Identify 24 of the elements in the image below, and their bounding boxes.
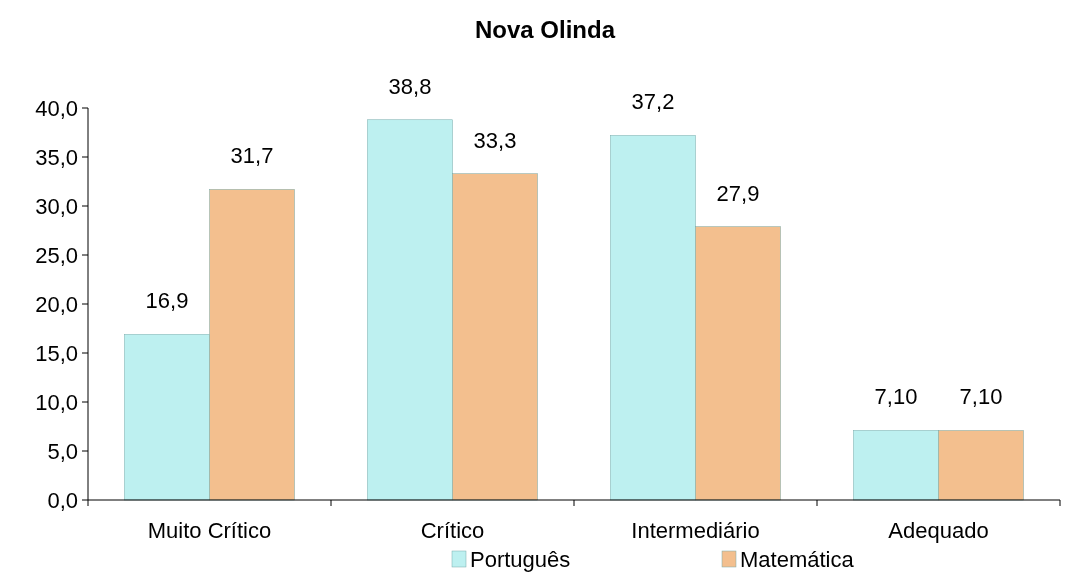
y-tick-label: 25,0 xyxy=(35,242,78,268)
y-tick-label: 10,0 xyxy=(35,389,78,415)
x-tick-label: Adequado xyxy=(888,518,989,543)
x-tick-label: Crítico xyxy=(420,518,485,543)
x-tick-label: Intermediário xyxy=(631,518,760,543)
data-label: 31,7 xyxy=(230,143,274,169)
data-label: 37,2 xyxy=(631,89,675,115)
legend-label: Matemática xyxy=(740,547,855,572)
data-label: 33,3 xyxy=(473,127,517,153)
data-label: 16,9 xyxy=(145,288,189,314)
y-tick-label: 15,0 xyxy=(35,340,78,366)
y-tick-label: 5,0 xyxy=(47,438,78,464)
data-label: 7,10 xyxy=(874,384,918,410)
x-tick-label: Muito Crítico xyxy=(147,518,272,543)
legend-label: Português xyxy=(470,547,571,572)
data-label: 38,8 xyxy=(388,73,432,99)
data-label: 27,9 xyxy=(716,180,760,206)
y-tick-label: 40,0 xyxy=(35,95,78,121)
chart-title: Nova Olinda xyxy=(474,16,616,43)
y-tick-label: 20,0 xyxy=(35,291,78,317)
y-tick-label: 35,0 xyxy=(35,144,78,170)
y-tick-label: 30,0 xyxy=(35,193,78,219)
data-label: 7,10 xyxy=(959,384,1003,410)
y-tick-label: 0,0 xyxy=(47,487,78,513)
